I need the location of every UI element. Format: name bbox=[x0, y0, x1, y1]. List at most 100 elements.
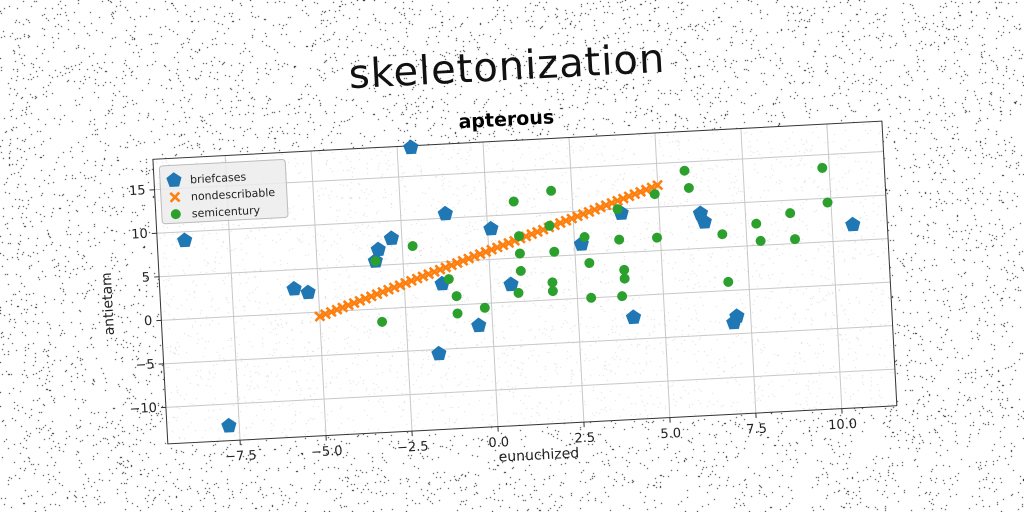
x-grid-line bbox=[310, 150, 327, 436]
x-axis-ticks: −7.5 −5.0 −2.5 0.0 2.5 5.0 7.5 10.0 bbox=[225, 408, 858, 465]
semicentury-point bbox=[755, 235, 766, 246]
semicentury-point bbox=[619, 273, 630, 284]
legend-item-briefcases: briefcases bbox=[166, 170, 247, 187]
x-tick-label: 5.0 bbox=[660, 426, 681, 442]
chart-group: apterous −7.5 −5.0 −2.5 0.0 2.5 5.0 7.5 10.0 −1… bbox=[99, 106, 898, 466]
y-tick-label: 10 bbox=[131, 227, 148, 243]
semicentury-point bbox=[546, 185, 557, 196]
semicentury-point bbox=[651, 232, 662, 243]
y-grid-line bbox=[163, 325, 893, 365]
briefcases-point bbox=[370, 241, 386, 257]
y-tick-label: 0 bbox=[144, 314, 153, 329]
series-briefcases bbox=[176, 139, 861, 433]
briefcases-point bbox=[845, 216, 861, 232]
legend-label-semicentury: semicentury bbox=[191, 204, 260, 221]
semicentury-point bbox=[614, 234, 625, 245]
semicentury-point bbox=[513, 287, 524, 298]
briefcases-point bbox=[726, 314, 742, 330]
briefcases-point bbox=[176, 232, 193, 248]
briefcases-point bbox=[625, 309, 642, 325]
briefcases-point bbox=[483, 220, 499, 236]
semicentury-point bbox=[479, 302, 490, 313]
semicentury-point bbox=[683, 182, 694, 193]
y-tick-label: 5 bbox=[141, 270, 150, 285]
semicentury-point bbox=[443, 274, 454, 285]
briefcases-point bbox=[437, 205, 453, 221]
semicentury-point bbox=[586, 292, 597, 303]
semicentury-point bbox=[549, 246, 560, 257]
plot-area bbox=[152, 121, 897, 444]
semicentury-point bbox=[612, 204, 623, 215]
semicentury-point bbox=[377, 316, 388, 327]
briefcases-point bbox=[696, 214, 712, 229]
y-axis-ticks: −10 −5 0 5 10 15 bbox=[129, 183, 166, 417]
y-grid-line bbox=[159, 238, 889, 278]
y-grid-line bbox=[161, 281, 891, 321]
semicentury-point bbox=[822, 197, 833, 208]
x-tick-label: −7.5 bbox=[225, 448, 257, 465]
briefcases-point bbox=[286, 280, 302, 296]
semicentury-point bbox=[514, 248, 525, 259]
semicentury-point bbox=[584, 257, 595, 268]
legend-label-nondescribable: nondescribable bbox=[191, 186, 276, 203]
x-grid-line bbox=[482, 141, 499, 427]
semicentury-point bbox=[547, 286, 558, 297]
legend-marker-nondescribable bbox=[169, 191, 181, 203]
semicentury-point bbox=[723, 276, 734, 287]
briefcases-point bbox=[383, 230, 400, 246]
data-marks bbox=[176, 139, 861, 433]
semicentury-point bbox=[679, 165, 690, 176]
legend-label-briefcases: briefcases bbox=[190, 170, 247, 186]
semicentury-point bbox=[513, 231, 524, 242]
semicentury-point bbox=[452, 308, 463, 319]
y-grid-line bbox=[165, 368, 895, 408]
x-tick-label: −2.5 bbox=[397, 439, 429, 456]
semicentury-point bbox=[785, 208, 796, 219]
plot-frame bbox=[152, 120, 898, 445]
x-tick-label: 2.5 bbox=[574, 431, 595, 447]
x-tick-label: 7.5 bbox=[746, 422, 767, 438]
briefcases-point bbox=[471, 317, 487, 333]
legend-item-semicentury: semicentury bbox=[170, 204, 261, 221]
semicentury-point bbox=[619, 264, 630, 275]
y-tick-label: −10 bbox=[129, 401, 157, 417]
semicentury-point bbox=[649, 189, 660, 200]
semicentury-point bbox=[617, 291, 628, 302]
semicentury-point bbox=[544, 220, 555, 231]
legend-marker-briefcases bbox=[166, 172, 182, 187]
semicentury-point bbox=[508, 196, 519, 207]
y-axis-label: antietam bbox=[99, 272, 118, 336]
y-tick-label: 15 bbox=[129, 183, 146, 199]
semicentury-point bbox=[370, 256, 381, 267]
briefcases-point bbox=[300, 284, 316, 300]
y-grid-line bbox=[156, 194, 886, 234]
series-semicentury bbox=[370, 162, 833, 327]
briefcases-point bbox=[431, 345, 447, 361]
semicentury-point bbox=[451, 291, 462, 302]
x-grid-line bbox=[826, 123, 843, 409]
legend-item-nondescribable: nondescribable bbox=[169, 186, 276, 203]
semicentury-point bbox=[717, 229, 728, 240]
x-grid-line bbox=[654, 132, 671, 418]
legend-box bbox=[158, 159, 289, 225]
nondescribable-point bbox=[652, 179, 664, 191]
semicentury-point bbox=[547, 277, 558, 288]
semicentury-point bbox=[817, 162, 828, 173]
grid-lines bbox=[154, 123, 895, 441]
chart-title: apterous bbox=[458, 106, 555, 133]
briefcases-point bbox=[221, 417, 237, 433]
legend-marker-semicentury bbox=[170, 209, 181, 220]
briefcases-point bbox=[503, 276, 519, 292]
x-axis-label: eunuchized bbox=[498, 445, 579, 465]
x-tick-label: 10.0 bbox=[828, 417, 858, 433]
series-nondescribable bbox=[314, 179, 664, 322]
x-tick-label: 0.0 bbox=[488, 435, 509, 451]
x-tick-label: −5.0 bbox=[311, 444, 343, 461]
semicentury-point bbox=[407, 241, 418, 252]
y-tick-label: −5 bbox=[135, 357, 155, 373]
semicentury-point bbox=[789, 234, 800, 245]
x-grid-line bbox=[568, 137, 585, 423]
